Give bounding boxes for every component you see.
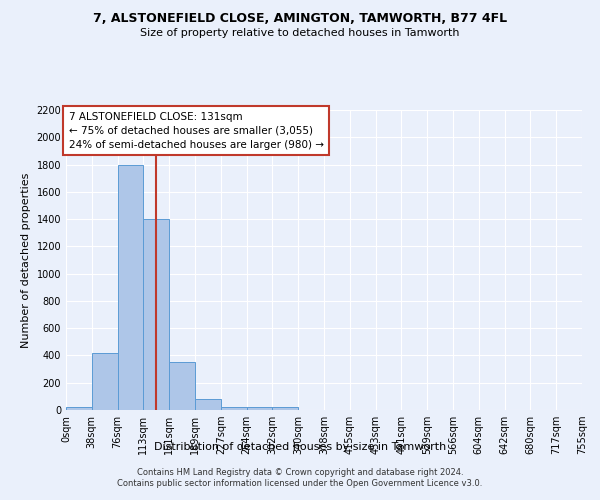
Bar [247, 406, 272, 410]
Text: Distribution of detached houses by size in Tamworth: Distribution of detached houses by size … [154, 442, 446, 452]
Bar [221, 406, 247, 410]
Bar [118, 164, 143, 410]
Bar [92, 352, 118, 410]
Bar [143, 219, 169, 410]
Bar [272, 408, 298, 410]
Text: 7, ALSTONEFIELD CLOSE, AMINGTON, TAMWORTH, B77 4FL: 7, ALSTONEFIELD CLOSE, AMINGTON, TAMWORT… [93, 12, 507, 26]
Bar [169, 362, 195, 410]
Text: Size of property relative to detached houses in Tamworth: Size of property relative to detached ho… [140, 28, 460, 38]
Y-axis label: Number of detached properties: Number of detached properties [21, 172, 31, 348]
Bar [195, 399, 221, 410]
Text: Contains HM Land Registry data © Crown copyright and database right 2024.
Contai: Contains HM Land Registry data © Crown c… [118, 468, 482, 487]
Bar [66, 408, 92, 410]
Text: 7 ALSTONEFIELD CLOSE: 131sqm
← 75% of detached houses are smaller (3,055)
24% of: 7 ALSTONEFIELD CLOSE: 131sqm ← 75% of de… [68, 112, 323, 150]
